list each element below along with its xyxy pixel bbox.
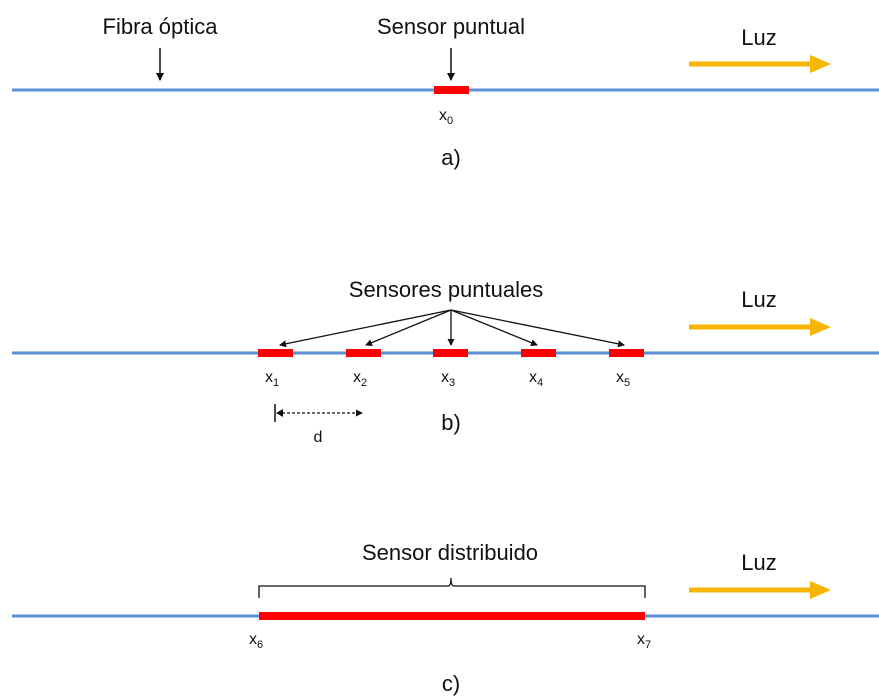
point-sensor-2 (346, 349, 381, 357)
position-label-x5: x5 (616, 369, 630, 389)
light-direction-arrow (689, 55, 831, 73)
point-sensor-label: Sensor puntual (377, 14, 525, 39)
caption-c: c) (442, 671, 460, 696)
position-label-x1: x1 (265, 369, 279, 389)
spacing-label: d (314, 429, 323, 446)
point-sensors-label: Sensores puntuales (349, 277, 543, 302)
light-label: Luz (741, 25, 776, 50)
distributed-sensor-label: Sensor distribuido (362, 540, 538, 565)
sensor-pointer-arrow-5 (450, 309, 625, 348)
position-label-x4: x4 (529, 369, 543, 389)
distributed-sensor (259, 612, 645, 620)
point-sensor-4 (521, 349, 556, 357)
point-sensor-1 (258, 349, 293, 357)
panel-c: Sensor distribuido x6 x7 Luz c) (12, 540, 879, 696)
light-direction-arrow (689, 318, 831, 336)
fiber-label: Fibra óptica (103, 14, 219, 39)
caption-a: a) (441, 145, 461, 170)
position-label-x6: x6 (249, 631, 263, 651)
light-label: Luz (741, 287, 776, 312)
caption-b: b) (441, 410, 461, 435)
position-label-x7: x7 (637, 631, 651, 651)
span-brace (258, 577, 646, 598)
point-sensor-3 (433, 349, 468, 357)
position-label-x0: x0 (439, 107, 453, 127)
sensor-pointer-arrow-2 (365, 309, 452, 346)
position-label-x3: x3 (441, 369, 455, 389)
position-label-x2: x2 (353, 369, 367, 389)
light-label: Luz (741, 550, 776, 575)
panel-a: Fibra óptica Sensor puntual x0 Luz a) (12, 14, 879, 170)
point-sensor-5 (609, 349, 644, 357)
point-sensor (434, 86, 469, 94)
sensor-pointer-arrow-4 (450, 309, 538, 346)
light-direction-arrow (689, 581, 831, 599)
panel-b: Sensores puntuales x1 x2 x3 x4 x5 d Luz … (12, 277, 879, 446)
sensor-pointer-arrow-1 (279, 309, 452, 348)
spacing-dimension-arrow (274, 404, 363, 422)
